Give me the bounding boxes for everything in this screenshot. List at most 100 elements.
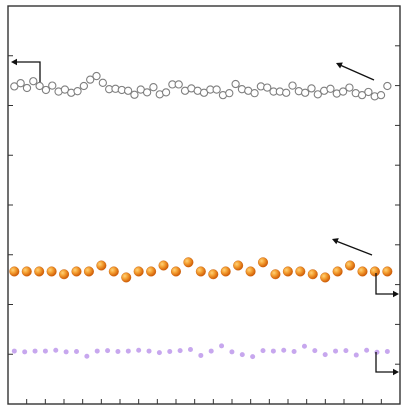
data-point	[374, 349, 380, 355]
data-point	[133, 266, 144, 277]
data-point	[60, 85, 70, 94]
data-point	[22, 349, 28, 355]
data-point	[71, 266, 82, 277]
data-point	[332, 266, 343, 277]
data-point	[322, 352, 328, 358]
data-point	[59, 269, 70, 280]
data-point	[231, 79, 240, 89]
data-point	[96, 260, 107, 271]
data-point	[94, 348, 100, 354]
axis-indicator-arrow	[375, 273, 394, 295]
data-point	[136, 347, 142, 353]
data-point	[291, 348, 297, 354]
data-point	[121, 272, 132, 283]
data-point	[156, 350, 162, 356]
data-point	[345, 260, 356, 271]
data-point	[92, 71, 101, 81]
data-point	[35, 81, 44, 91]
data-point	[73, 87, 82, 96]
data-point	[326, 84, 335, 93]
data-point	[177, 348, 183, 354]
data-point	[225, 89, 234, 98]
data-point	[260, 348, 266, 354]
data-point	[250, 89, 259, 98]
data-point	[48, 81, 57, 90]
data-point	[307, 84, 316, 93]
data-point	[229, 349, 235, 355]
data-point	[187, 346, 193, 352]
data-point	[345, 83, 354, 92]
data-point	[130, 90, 139, 99]
data-point	[79, 81, 89, 91]
data-point	[212, 85, 221, 94]
data-point	[270, 269, 281, 280]
data-point	[158, 260, 169, 271]
data-point	[282, 266, 293, 277]
data-point	[220, 266, 231, 277]
data-point	[270, 348, 276, 354]
data-point	[10, 82, 19, 91]
data-point	[364, 87, 373, 97]
data-point	[343, 348, 349, 354]
data-point	[34, 266, 45, 277]
axis-indicator-arrow	[16, 61, 41, 82]
data-point	[313, 90, 322, 99]
data-point	[22, 83, 32, 93]
arrow-head	[336, 62, 343, 69]
data-point	[263, 83, 272, 92]
data-point	[32, 348, 38, 354]
data-point	[320, 272, 331, 283]
data-point	[338, 87, 348, 96]
data-point	[161, 88, 171, 97]
arrow-head	[393, 290, 399, 298]
data-point	[258, 257, 269, 268]
data-point	[123, 86, 133, 95]
data-point	[86, 75, 95, 84]
data-point	[233, 260, 244, 271]
arrow-line	[339, 64, 375, 81]
data-point	[301, 88, 310, 97]
data-point	[364, 347, 370, 353]
data-point	[142, 88, 152, 97]
data-point	[115, 348, 121, 354]
axis-indicator-arrow	[375, 352, 394, 373]
data-point	[333, 348, 339, 354]
data-point	[250, 354, 256, 360]
data-point	[383, 81, 392, 91]
data-point	[208, 348, 214, 354]
data-point	[170, 266, 181, 277]
data-point	[282, 88, 291, 97]
data-point	[42, 348, 48, 354]
data-point	[21, 266, 32, 277]
data-point	[146, 348, 152, 354]
data-point	[16, 79, 25, 88]
data-point	[198, 352, 204, 358]
data-point	[208, 269, 219, 280]
data-point	[41, 85, 51, 95]
data-point	[301, 343, 307, 349]
data-point	[369, 266, 380, 277]
data-point	[195, 266, 206, 277]
arrow-head	[11, 58, 17, 66]
data-point	[199, 88, 209, 97]
data-point	[108, 266, 119, 277]
arrow-line	[335, 240, 373, 256]
data-point	[357, 91, 367, 100]
data-point	[353, 352, 359, 358]
data-point	[376, 91, 386, 100]
data-point	[295, 266, 306, 277]
data-point	[84, 353, 90, 359]
data-point	[63, 349, 69, 355]
data-point	[73, 348, 79, 354]
data-point	[46, 266, 57, 277]
data-point	[53, 347, 59, 353]
data-point	[245, 266, 256, 277]
data-point	[288, 81, 297, 90]
data-point	[382, 266, 393, 277]
data-point	[9, 266, 20, 277]
arrow-head	[393, 368, 399, 376]
data-point	[357, 266, 368, 277]
data-point	[125, 348, 131, 354]
